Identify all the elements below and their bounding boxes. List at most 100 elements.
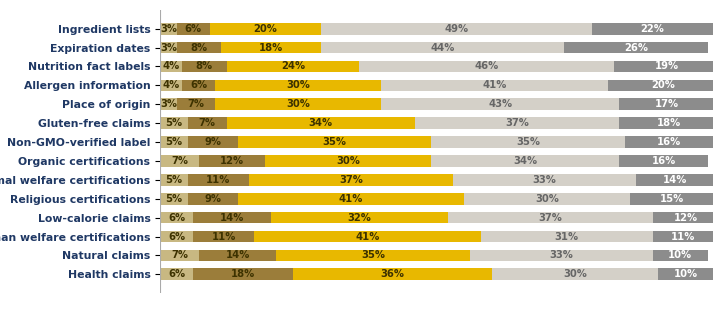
Bar <box>658 268 713 280</box>
Bar <box>188 117 226 129</box>
Bar <box>160 80 182 91</box>
Text: 8%: 8% <box>190 43 207 53</box>
Text: 7%: 7% <box>171 250 188 260</box>
Text: 14%: 14% <box>220 213 245 223</box>
Text: 18%: 18% <box>657 118 681 128</box>
Bar <box>481 231 652 242</box>
Text: 37%: 37% <box>339 175 363 185</box>
Bar <box>454 174 636 186</box>
Bar <box>293 268 492 280</box>
Text: 30%: 30% <box>563 269 587 279</box>
Text: 16%: 16% <box>657 137 681 147</box>
Bar <box>182 61 226 72</box>
Text: 41%: 41% <box>355 231 380 241</box>
Bar <box>237 136 431 148</box>
Bar <box>210 23 320 35</box>
Text: 9%: 9% <box>205 137 221 147</box>
Bar <box>464 193 630 204</box>
Text: 7%: 7% <box>199 118 215 128</box>
Text: 6%: 6% <box>190 80 207 90</box>
Text: 37%: 37% <box>505 118 529 128</box>
Text: 3%: 3% <box>160 99 177 109</box>
Text: 6%: 6% <box>168 231 186 241</box>
Bar <box>199 155 265 167</box>
Bar <box>630 193 713 204</box>
Bar <box>415 117 620 129</box>
Text: 34%: 34% <box>309 118 333 128</box>
Text: 35%: 35% <box>361 250 385 260</box>
Bar <box>609 80 719 91</box>
Text: 32%: 32% <box>347 213 371 223</box>
Text: 18%: 18% <box>231 269 256 279</box>
Bar <box>448 212 652 223</box>
Text: 18%: 18% <box>258 43 283 53</box>
Bar <box>160 249 199 261</box>
Bar <box>592 23 713 35</box>
Text: 6%: 6% <box>185 24 202 34</box>
Bar <box>620 155 708 167</box>
Bar <box>271 212 448 223</box>
Bar <box>470 249 652 261</box>
Text: 43%: 43% <box>488 99 513 109</box>
Bar <box>160 23 177 35</box>
Text: 14%: 14% <box>226 250 250 260</box>
Text: 20%: 20% <box>652 80 676 90</box>
Bar <box>188 136 237 148</box>
Bar <box>160 212 194 223</box>
Bar <box>194 212 271 223</box>
Text: 10%: 10% <box>668 250 692 260</box>
Text: 7%: 7% <box>188 99 205 109</box>
Bar <box>215 99 381 110</box>
Bar <box>160 193 188 204</box>
Text: 33%: 33% <box>550 250 573 260</box>
Text: 7%: 7% <box>171 156 188 166</box>
Bar <box>254 231 481 242</box>
Bar <box>249 174 454 186</box>
Text: 12%: 12% <box>673 213 698 223</box>
Text: 17%: 17% <box>654 99 678 109</box>
Text: 5%: 5% <box>165 175 183 185</box>
Text: 41%: 41% <box>339 194 363 204</box>
Text: 11%: 11% <box>212 231 236 241</box>
Bar <box>360 61 614 72</box>
Bar <box>182 80 215 91</box>
Bar <box>221 42 320 54</box>
Text: 34%: 34% <box>513 156 537 166</box>
Text: 12%: 12% <box>220 156 244 166</box>
Bar <box>320 23 592 35</box>
Bar <box>237 193 464 204</box>
Bar <box>177 99 215 110</box>
Bar <box>160 155 199 167</box>
Bar <box>194 231 254 242</box>
Bar <box>652 249 708 261</box>
Text: 6%: 6% <box>168 213 186 223</box>
Text: 5%: 5% <box>165 137 183 147</box>
Bar <box>226 61 360 72</box>
Text: 33%: 33% <box>533 175 557 185</box>
Text: 36%: 36% <box>381 269 405 279</box>
Text: 10%: 10% <box>673 269 698 279</box>
Bar <box>215 80 381 91</box>
Text: 26%: 26% <box>624 43 648 53</box>
Bar <box>431 136 625 148</box>
Bar <box>625 136 713 148</box>
Bar <box>652 212 719 223</box>
Bar <box>381 80 609 91</box>
Text: 35%: 35% <box>516 137 540 147</box>
Text: 44%: 44% <box>430 43 454 53</box>
Bar <box>652 231 713 242</box>
Text: 30%: 30% <box>336 156 360 166</box>
Text: 37%: 37% <box>538 213 562 223</box>
Text: 24%: 24% <box>281 62 305 72</box>
Bar <box>160 99 177 110</box>
Text: 11%: 11% <box>206 175 231 185</box>
Bar <box>320 42 564 54</box>
Bar <box>160 136 188 148</box>
Bar <box>620 99 713 110</box>
Bar <box>160 61 182 72</box>
Text: 5%: 5% <box>165 118 183 128</box>
Text: 30%: 30% <box>536 194 559 204</box>
Text: 6%: 6% <box>168 269 186 279</box>
Bar <box>160 268 194 280</box>
Text: 49%: 49% <box>444 24 468 34</box>
